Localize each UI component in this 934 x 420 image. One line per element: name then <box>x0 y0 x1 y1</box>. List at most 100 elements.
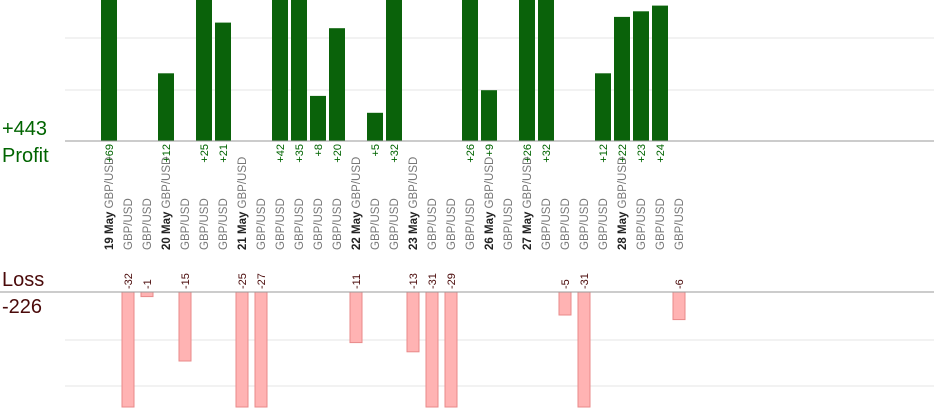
profit-value-label: +42 <box>275 144 287 163</box>
date-label: 27 May <box>522 208 534 250</box>
profit-value-label: +12 <box>161 144 173 163</box>
profit-value-label: +9 <box>484 144 496 157</box>
trade-category-label: GBP/USD <box>256 198 268 250</box>
pair-label: GBP/USD <box>636 198 648 250</box>
profit-bar <box>101 0 117 141</box>
loss-bar <box>349 291 363 344</box>
profit-bar <box>614 16 630 141</box>
trade-category-label: GBP/USD <box>560 198 572 250</box>
profit-value-label: +25 <box>199 144 211 163</box>
profit-value-label: +69 <box>104 144 116 163</box>
date-label: 19 May <box>104 208 116 250</box>
profit-total: +443 <box>2 118 48 140</box>
trade-category-label: 21 May GBP/USD <box>237 157 249 250</box>
trade-category-label: GBP/USD <box>427 198 439 250</box>
pair-label: GBP/USD <box>180 198 192 250</box>
loss-value-label: -15 <box>180 273 192 289</box>
loss-value-label: -13 <box>408 273 420 289</box>
loss-bar <box>235 291 249 408</box>
trade-category-label: GBP/USD <box>389 198 401 250</box>
trade-category-label: 28 May GBP/USD <box>617 157 629 250</box>
loss-value-label: -31 <box>427 273 439 289</box>
pair-label: GBP/USD <box>256 198 268 250</box>
loss-value-label: -29 <box>446 273 458 289</box>
profit-value-label: +23 <box>636 144 648 163</box>
profit-value-label: +26 <box>465 144 477 163</box>
trade-category-label: GBP/USD <box>142 198 154 250</box>
pair-label: GBP/USD <box>408 157 420 209</box>
trade-category-label: 20 May GBP/USD <box>161 157 173 250</box>
pair-label: GBP/USD <box>522 157 534 209</box>
profit-value-label: +32 <box>389 144 401 163</box>
loss-value-label: -1 <box>142 279 154 289</box>
trade-category-label: GBP/USD <box>180 198 192 250</box>
trade-category-label: GBP/USD <box>199 198 211 250</box>
profit-bar <box>386 0 402 141</box>
profit-bar <box>519 0 535 141</box>
loss-bar <box>425 291 439 408</box>
pair-label: GBP/USD <box>674 198 686 250</box>
trade-category-label: GBP/USD <box>275 198 287 250</box>
profit-bar <box>481 90 497 141</box>
profit-bar <box>652 5 668 141</box>
pair-label: GBP/USD <box>351 157 363 209</box>
pair-label: GBP/USD <box>218 198 230 250</box>
pair-label: GBP/USD <box>503 198 515 250</box>
trade-category-label: GBP/USD <box>123 198 135 250</box>
loss-value-label: -27 <box>256 273 268 289</box>
pair-label: GBP/USD <box>560 198 572 250</box>
pair-label: GBP/USD <box>161 157 173 209</box>
trade-category-label: GBP/USD <box>636 198 648 250</box>
loss-bar <box>577 291 591 408</box>
profit-value-label: +22 <box>617 144 629 163</box>
trade-category-label: GBP/USD <box>313 198 325 250</box>
profit-bar <box>462 0 478 141</box>
loss-bar <box>140 291 154 298</box>
pair-label: GBP/USD <box>123 198 135 250</box>
date-label: 23 May <box>408 208 420 250</box>
loss-value-label: -6 <box>674 279 686 289</box>
pair-label: GBP/USD <box>237 157 249 209</box>
date-label: 20 May <box>161 208 173 250</box>
loss-value-label: -32 <box>123 273 135 289</box>
pair-label: GBP/USD <box>275 198 287 250</box>
trade-category-label: 26 May GBP/USD <box>484 157 496 250</box>
loss-bar <box>672 291 686 321</box>
profit-bar <box>215 22 231 142</box>
pair-label: GBP/USD <box>332 198 344 250</box>
pair-label: GBP/USD <box>389 198 401 250</box>
loss-bar <box>254 291 268 408</box>
pair-label: GBP/USD <box>446 198 458 250</box>
loss-bar <box>558 291 572 316</box>
pair-label: GBP/USD <box>598 198 610 250</box>
pair-label: GBP/USD <box>465 198 477 250</box>
profit-bar <box>158 73 174 141</box>
pair-label: GBP/USD <box>199 198 211 250</box>
trade-category-label: 23 May GBP/USD <box>408 157 420 250</box>
loss-value-label: -11 <box>351 274 363 289</box>
date-label: 26 May <box>484 208 496 250</box>
trade-category-label: GBP/USD <box>598 198 610 250</box>
profit-value-label: +21 <box>218 144 230 163</box>
profit-bar <box>196 0 212 141</box>
trade-category-label: GBP/USD <box>674 198 686 250</box>
pair-label: GBP/USD <box>294 198 306 250</box>
profit-value-label: +5 <box>370 144 382 157</box>
profit-bar <box>291 0 307 141</box>
trade-category-label: GBP/USD <box>655 198 667 250</box>
loss-value-label: -25 <box>237 273 249 289</box>
loss-total: -226 <box>2 296 43 318</box>
loss-value-label: -5 <box>560 279 572 289</box>
pair-label: GBP/USD <box>541 198 553 250</box>
trade-category-label: GBP/USD <box>218 198 230 250</box>
profit-bar <box>633 11 649 141</box>
trade-category-label: GBP/USD <box>465 198 477 250</box>
profit-bar <box>329 28 345 142</box>
date-label: 28 May <box>617 208 629 250</box>
profit-value-label: +8 <box>313 144 325 157</box>
trade-category-label: GBP/USD <box>503 198 515 250</box>
profit-value-label: +26 <box>522 144 534 163</box>
pair-label: GBP/USD <box>617 157 629 209</box>
loss-bar <box>444 291 458 408</box>
